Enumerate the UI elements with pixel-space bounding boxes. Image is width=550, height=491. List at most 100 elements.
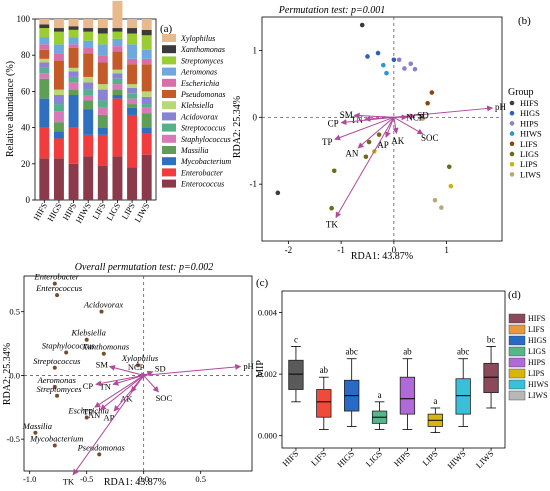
taxon-label-escherichia: Escherichia xyxy=(67,405,109,415)
panel-d-xtick-label-ligs: LIGS xyxy=(364,448,385,469)
vector-label-cp: CP xyxy=(83,381,94,391)
sig-letter-ligs: a xyxy=(378,390,382,400)
legend-swatch-xylophilus xyxy=(162,34,176,42)
sig-letter-lifs: ab xyxy=(320,365,329,375)
panel-d-ytick-label: 0.004 xyxy=(258,308,278,318)
vector-tp xyxy=(334,116,395,141)
legend-label-klebsiella: Klebsiella xyxy=(180,101,213,110)
legend-marker-lips xyxy=(509,161,515,167)
point-lifs xyxy=(425,100,430,106)
panel-c-xtick-label: -0.5 xyxy=(80,474,93,484)
legend-label-mycobacterium: Mycobacterium xyxy=(180,157,231,166)
panel-b-ytick-label: -1 xyxy=(250,179,258,189)
panel-c-frame xyxy=(23,275,253,472)
panel-b-xtick-label: 1 xyxy=(444,245,449,255)
point-lifs xyxy=(429,90,435,95)
vector-an xyxy=(357,116,395,149)
panel-d-legend: HIFS LIFS HIGS LIGS HIPS LIPS HIWS LIWS xyxy=(508,313,548,401)
legend-label-lips: LIPS xyxy=(528,369,544,378)
legend-label-liws: LIWS xyxy=(520,169,541,179)
point-hips xyxy=(402,66,407,71)
bar-segment-staphylococcus-hips xyxy=(68,82,79,90)
vector-ap xyxy=(385,117,395,138)
vector-cp xyxy=(95,374,144,387)
legend-swatch-liws xyxy=(508,390,526,401)
panel-a-ytick-label: 80 xyxy=(21,50,31,60)
panel-a-ylabel: Relative abundance (%) xyxy=(5,61,16,157)
panel-d-xtick-label-liws: LIWS xyxy=(474,448,496,470)
legend-swatch-mycobacterium xyxy=(162,157,176,166)
bar-segment-escherichia-lips xyxy=(127,58,138,65)
box-liws xyxy=(483,362,499,393)
panel-a-ytick-label: 0 xyxy=(26,195,31,205)
vector-sm xyxy=(108,364,144,376)
taxon-point-aeromonas xyxy=(52,384,57,389)
bar-segment-streptomyces-higs xyxy=(53,31,64,45)
point-liws xyxy=(439,205,444,210)
taxon-label-enterobacter: Enterobacter xyxy=(34,272,80,282)
bar-segment-mycobacterium-higs xyxy=(53,131,64,139)
taxon-label-streptococcus: Streptococcus xyxy=(33,356,81,366)
bar-segment-enterobacter-higs xyxy=(53,138,64,159)
point-ligs xyxy=(366,139,372,145)
panel-b-ytick-label: 1 xyxy=(253,45,258,55)
legend-swatch-aeromonas xyxy=(162,67,176,76)
taxon-point-xanthomonas xyxy=(101,351,106,356)
point-hifs xyxy=(275,190,281,196)
bar-segment-staphylococcus-higs xyxy=(53,111,64,123)
taxon-label-enterococcus: Enterococcus xyxy=(35,283,83,293)
taxon-point-escherichia xyxy=(84,415,89,420)
panel-b-frame xyxy=(261,16,503,242)
bar-segment-streptomyces-liws xyxy=(141,35,152,50)
box-hiws xyxy=(455,378,471,415)
bar-segment-acidovorax-liws xyxy=(141,96,152,105)
vector-label-tp: TP xyxy=(83,407,93,417)
panel-b-legend-title: Group xyxy=(508,87,534,98)
taxon-label-staphylococcus: Staphylococcus xyxy=(42,340,96,350)
bar-segment-xylophilus-hips xyxy=(68,19,79,27)
panel-d-ytick-label: 0.002 xyxy=(258,369,277,379)
bar-segment-streptomyces-hips xyxy=(68,29,79,38)
panel-d-plot: 0.0000.0020.004cHIFSabLIFSabcHIGSaLIGSab… xyxy=(258,290,506,471)
bar-segment-mycobacterium-lips xyxy=(127,107,138,115)
legend-label-xylophilus: Xylophilus xyxy=(180,34,215,43)
panel-d-xtick-label-hifs: HIFS xyxy=(280,448,300,468)
bar-segment-klebsiella-lips xyxy=(127,84,138,88)
bar-segment-aeromonas-lifs xyxy=(97,44,108,56)
panel-b-title: Permutation test: p=0.001 xyxy=(278,5,385,16)
vector-soc xyxy=(143,375,159,393)
bar-segment-mycobacterium-ligs xyxy=(112,95,123,99)
legend-swatch-acidovorax xyxy=(162,112,176,121)
panel-c-ytick-label: 0.5 xyxy=(9,307,20,317)
bar-segment-xanthomonas-hiws xyxy=(83,28,94,32)
legend-label-pseudomonas: Pseudomonas xyxy=(180,90,225,99)
bar-segment-xanthomonas-higs xyxy=(53,28,64,32)
bar-segment-streptococcus-higs xyxy=(53,104,64,112)
bar-segment-enterobacter-hips xyxy=(68,127,79,164)
vector-label-tn: TN xyxy=(351,115,363,125)
sig-letter-lips: a xyxy=(433,396,437,406)
bar-segment-escherichia-hiws xyxy=(83,47,94,54)
legend-swatch-hiws xyxy=(508,379,526,390)
bar-segment-acidovorax-lips xyxy=(127,87,138,94)
bar-segment-massilia-hiws xyxy=(83,100,94,110)
legend-swatch-streptococcus xyxy=(162,123,176,132)
panel-c-ylabel: RDA2: 25.34% xyxy=(2,343,13,405)
bar-segment-enterococcus-lips xyxy=(127,167,138,200)
vector-label-ncp: NCP xyxy=(128,362,145,372)
taxon-point-xylophilus xyxy=(136,363,140,368)
bar-segment-xanthomonas-lifs xyxy=(97,28,108,34)
legend-marker-lifs xyxy=(509,141,515,147)
bar-segment-xylophilus-liws xyxy=(141,19,152,30)
panel-a-legend: Xylophilus Xanthomonas Streptomyces Aeromon… xyxy=(162,34,231,189)
panel-b-xtick-label: -2 xyxy=(285,245,293,255)
legend-label-enterococcus: Enterococcus xyxy=(180,180,224,189)
vector-tp xyxy=(94,374,144,408)
panel-b-ylabel: RDA2: 25.34% xyxy=(232,96,243,158)
bar-segment-massilia-hifs xyxy=(39,78,50,99)
panel-c-tag: (c) xyxy=(256,277,269,289)
bar-segment-xylophilus-hiws xyxy=(83,19,94,29)
panel-d-xtick-label-higs: HIGS xyxy=(335,448,356,469)
point-higs xyxy=(391,57,397,63)
bar-segment-streptococcus-hifs xyxy=(39,67,50,74)
